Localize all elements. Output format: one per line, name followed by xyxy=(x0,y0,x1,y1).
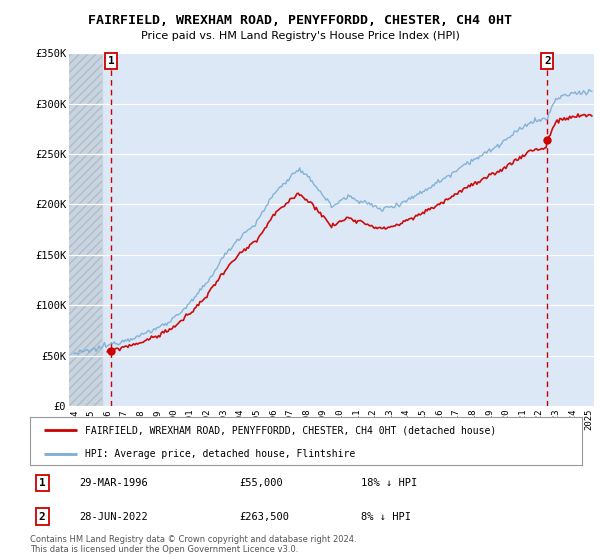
Text: Contains HM Land Registry data © Crown copyright and database right 2024.
This d: Contains HM Land Registry data © Crown c… xyxy=(30,535,356,554)
Text: HPI: Average price, detached house, Flintshire: HPI: Average price, detached house, Flin… xyxy=(85,449,355,459)
Text: 1: 1 xyxy=(107,56,115,66)
Text: £55,000: £55,000 xyxy=(240,478,284,488)
Text: 2: 2 xyxy=(544,56,551,66)
Text: FAIRFIELD, WREXHAM ROAD, PENYFFORDD, CHESTER, CH4 0HT (detached house): FAIRFIELD, WREXHAM ROAD, PENYFFORDD, CHE… xyxy=(85,425,496,435)
Text: FAIRFIELD, WREXHAM ROAD, PENYFFORDD, CHESTER, CH4 0HT: FAIRFIELD, WREXHAM ROAD, PENYFFORDD, CHE… xyxy=(88,14,512,27)
Bar xyxy=(69,53,102,406)
Text: 18% ↓ HPI: 18% ↓ HPI xyxy=(361,478,418,488)
Text: 2: 2 xyxy=(39,511,46,521)
Text: 29-MAR-1996: 29-MAR-1996 xyxy=(80,478,148,488)
Text: 8% ↓ HPI: 8% ↓ HPI xyxy=(361,511,411,521)
Text: 1: 1 xyxy=(39,478,46,488)
Text: 28-JUN-2022: 28-JUN-2022 xyxy=(80,511,148,521)
Bar xyxy=(69,53,102,406)
Text: £263,500: £263,500 xyxy=(240,511,290,521)
Text: Price paid vs. HM Land Registry's House Price Index (HPI): Price paid vs. HM Land Registry's House … xyxy=(140,31,460,41)
